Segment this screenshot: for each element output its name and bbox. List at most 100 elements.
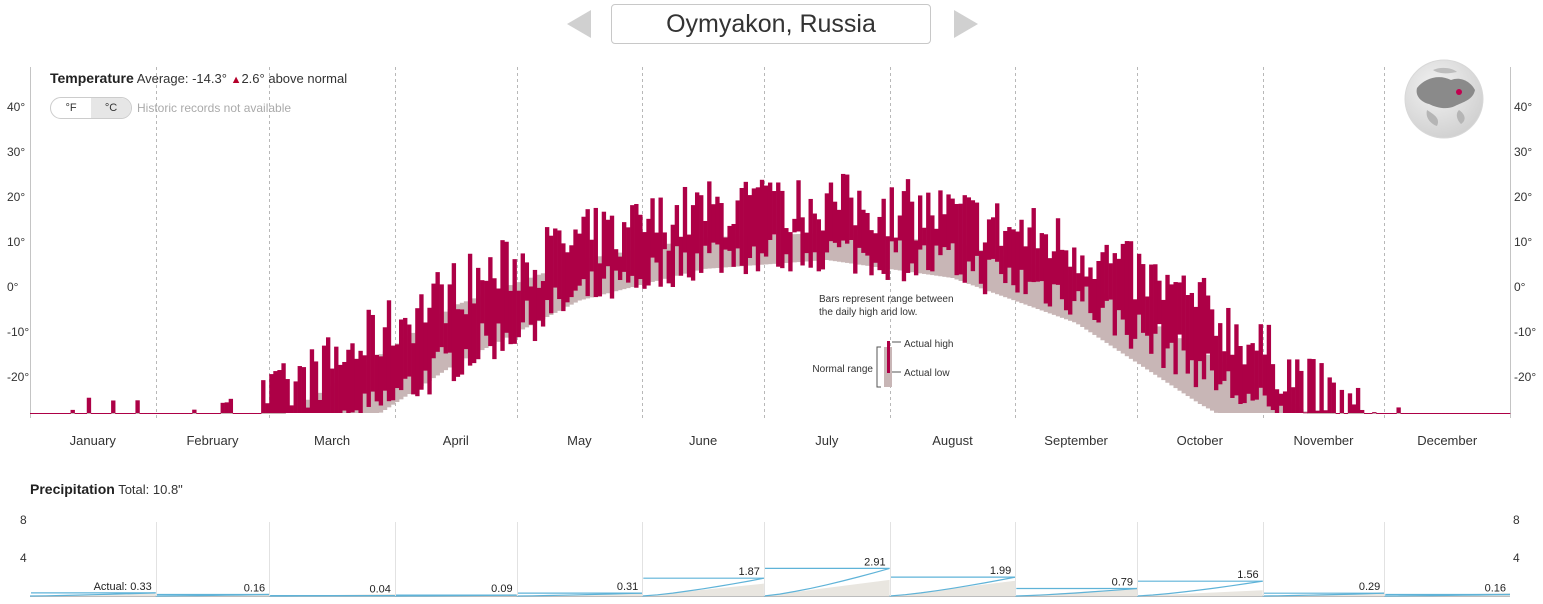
daily-temp-bar — [865, 212, 870, 256]
month-label: March — [314, 433, 350, 448]
normal-range-bar — [832, 233, 838, 262]
daily-temp-bar — [670, 224, 676, 287]
daily-temp-bar — [1181, 275, 1186, 351]
daily-temp-bar — [573, 229, 578, 291]
daily-temp-bar — [577, 233, 582, 286]
daily-temp-bar — [763, 185, 769, 257]
daily-temp-bar — [192, 409, 197, 413]
daily-temp-bar — [1043, 234, 1049, 304]
daily-temp-bar — [54, 413, 59, 414]
y-tick-label-left: -20° — [7, 370, 29, 384]
unit-toggle[interactable]: °F °C — [50, 97, 132, 119]
daily-temp-bar — [326, 337, 331, 413]
normal-range-bar — [228, 413, 234, 414]
daily-temp-bar — [605, 219, 611, 267]
daily-temp-bar — [208, 413, 213, 414]
normal-range-bar — [1035, 266, 1041, 309]
daily-temp-bar — [922, 227, 927, 246]
normal-range-bar — [1347, 413, 1353, 414]
precip-value-label: 1.99 — [990, 565, 1011, 577]
daily-temp-bar — [240, 413, 246, 414]
daily-temp-bar — [390, 345, 396, 401]
daily-temp-bar — [1027, 227, 1032, 282]
daily-temp-bar — [78, 413, 84, 414]
normal-range-bar — [1080, 281, 1085, 327]
daily-temp-bar — [1100, 252, 1105, 308]
daily-temp-bar — [447, 284, 452, 353]
precip-value-label: 0.04 — [369, 584, 390, 596]
daily-temp-bar — [1080, 255, 1085, 302]
daily-temp-bar — [1457, 413, 1462, 414]
normal-range-bar — [1116, 302, 1122, 351]
daily-temp-bar — [1088, 267, 1093, 314]
daily-temp-bar — [1242, 364, 1247, 404]
globe-icon — [1404, 59, 1484, 139]
daily-temp-bar — [1047, 258, 1053, 307]
month-label: November — [1294, 433, 1355, 448]
daily-temp-bar — [1441, 413, 1446, 414]
daily-temp-bar — [995, 203, 1000, 262]
normal-range-bar — [857, 235, 862, 265]
precip-tick-left: 8 — [20, 513, 27, 527]
daily-temp-bar — [98, 413, 104, 414]
daily-temp-bar — [1392, 413, 1397, 414]
precip-value-label: 0.16 — [244, 583, 265, 595]
chevron-left-icon[interactable] — [565, 8, 595, 40]
daily-temp-bar — [346, 349, 351, 413]
daily-temp-bar — [358, 350, 363, 413]
daily-temp-bar — [820, 230, 826, 270]
normal-range-bar — [715, 236, 720, 268]
daily-temp-bar — [694, 192, 700, 254]
month-label: April — [443, 433, 469, 448]
daily-temp-bar — [1384, 413, 1389, 414]
daily-temp-bar — [74, 413, 79, 414]
normal-range-bar — [305, 399, 311, 413]
daily-temp-bar — [1055, 218, 1061, 285]
y-tick-label-left: 20° — [7, 190, 25, 204]
unit-fahrenheit-button[interactable]: °F — [65, 102, 77, 114]
daily-temp-bar — [1481, 413, 1486, 414]
daily-temp-bar — [443, 323, 448, 354]
daily-temp-bar — [488, 257, 493, 347]
daily-temp-bar — [999, 245, 1004, 275]
daily-temp-bar — [731, 223, 736, 267]
daily-temp-bar — [1063, 250, 1069, 311]
daily-temp-bar — [569, 245, 574, 298]
daily-temp-bar — [1023, 246, 1028, 295]
normal-range-bar — [1222, 364, 1227, 413]
legend-actual-swatch — [887, 341, 890, 373]
daily-temp-bar — [342, 361, 347, 411]
y-tick-label-right: -20° — [1514, 370, 1536, 384]
daily-temp-bar — [94, 413, 100, 414]
precip-tick-right: 8 — [1513, 513, 1520, 527]
daily-temp-bar — [589, 239, 594, 272]
daily-temp-bar — [845, 174, 850, 244]
daily-temp-bar — [1347, 393, 1353, 413]
daily-temp-bar — [715, 196, 720, 245]
y-tick-label-right: 30° — [1514, 145, 1532, 159]
daily-temp-bar — [1355, 387, 1361, 413]
normal-range-bar — [1019, 262, 1024, 304]
daily-temp-bar — [50, 413, 55, 414]
daily-temp-bar — [492, 278, 497, 360]
normal-range-bar — [840, 234, 846, 263]
city-selector[interactable]: Oymyakon, Russia — [611, 4, 931, 44]
normal-range-bar — [889, 237, 895, 270]
daily-temp-bar — [451, 263, 457, 382]
daily-temp-bar — [1453, 413, 1458, 414]
daily-temp-bar — [743, 181, 748, 275]
precip-actual-line — [1015, 587, 1138, 597]
normal-range-bar — [269, 413, 274, 414]
daily-temp-bar — [435, 272, 440, 352]
daily-temp-bar — [281, 363, 286, 413]
chevron-right-icon[interactable] — [950, 8, 980, 40]
daily-temp-bar — [123, 413, 128, 414]
daily-temp-bar — [244, 413, 250, 414]
daily-temp-bar — [1465, 413, 1470, 414]
normal-range-bar — [1311, 413, 1316, 414]
daily-temp-bar — [581, 216, 586, 280]
normal-range-bar — [999, 256, 1004, 296]
unit-celsius-button[interactable]: °C — [91, 98, 131, 118]
daily-temp-bar — [812, 213, 817, 253]
daily-temp-bar — [374, 354, 380, 402]
